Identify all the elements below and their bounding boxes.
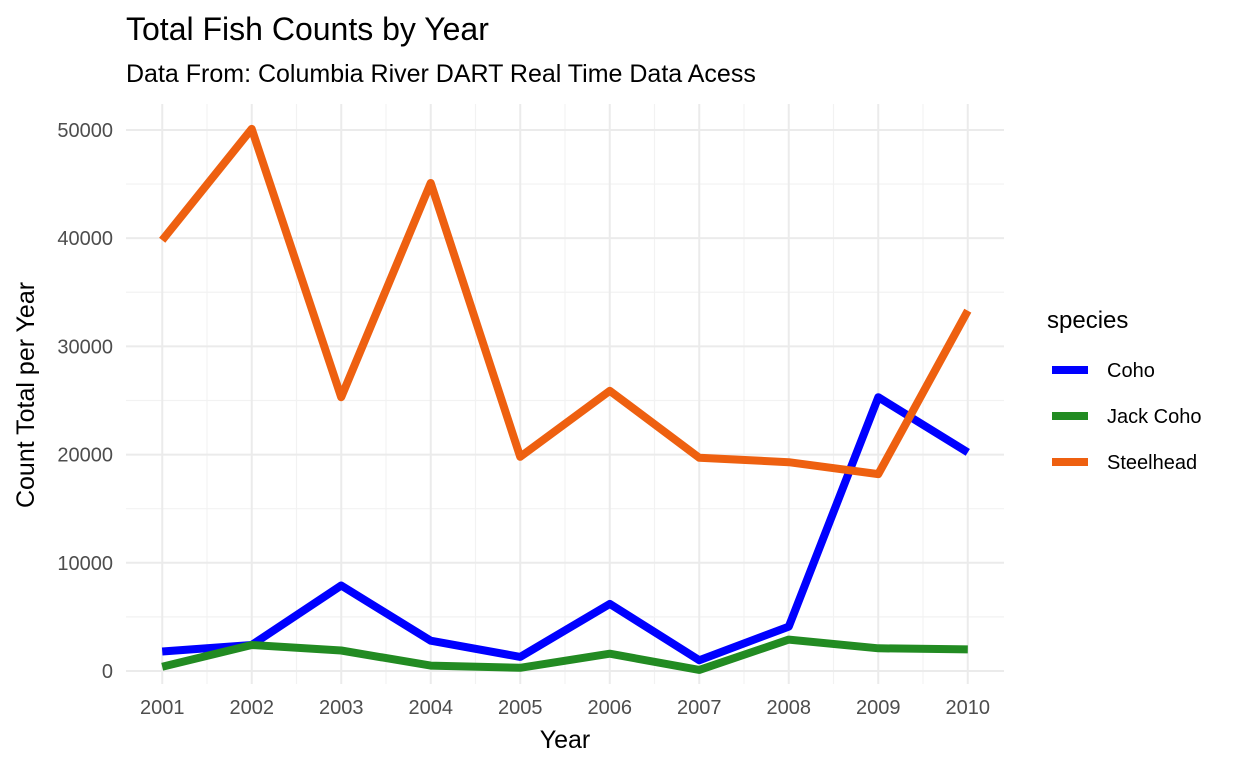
x-tick-label: 2010 — [946, 697, 991, 719]
x-tick-label: 2007 — [677, 697, 722, 719]
x-tick-label: 2005 — [498, 697, 543, 719]
x-tick-label: 2003 — [319, 697, 364, 719]
x-tick-label: 2006 — [588, 697, 633, 719]
series-line-jack-coho — [161, 635, 968, 674]
y-tick-label: 20000 — [57, 445, 113, 467]
legend-label: Steelhead — [1107, 452, 1197, 474]
x-tick-label: 2001 — [140, 697, 185, 719]
series-line-coho — [161, 393, 970, 665]
legend: species Coho Jack Coho Steelhead — [1047, 307, 1202, 474]
y-tick-label: 10000 — [57, 553, 113, 575]
series-line-steelhead — [159, 124, 972, 479]
y-tick-label: 0 — [102, 661, 113, 683]
plot-grid — [126, 104, 1004, 684]
y-tick-label: 50000 — [57, 120, 113, 142]
x-axis-title: Year — [540, 726, 591, 754]
legend-label: Coho — [1107, 360, 1155, 382]
legend-label: Jack Coho — [1107, 406, 1202, 428]
y-tick-label: 40000 — [57, 228, 113, 250]
legend-title: species — [1047, 307, 1128, 334]
x-tick-label: 2002 — [229, 697, 274, 719]
chart-title: Total Fish Counts by Year — [126, 11, 489, 47]
x-axis-ticks: 2001 2002 2003 2004 2005 2006 2007 2008 2009 2010 — [140, 697, 990, 719]
y-tick-label: 30000 — [57, 336, 113, 358]
x-tick-label: 2008 — [767, 697, 812, 719]
series-lines — [159, 124, 972, 674]
x-tick-label: 2004 — [408, 697, 453, 719]
x-tick-label: 2009 — [856, 697, 901, 719]
y-axis-title: Count Total per Year — [12, 282, 40, 508]
y-axis-ticks: 0 10000 20000 30000 40000 50000 — [57, 120, 113, 683]
chart-subtitle: Data From: Columbia River DART Real Time… — [126, 60, 756, 88]
